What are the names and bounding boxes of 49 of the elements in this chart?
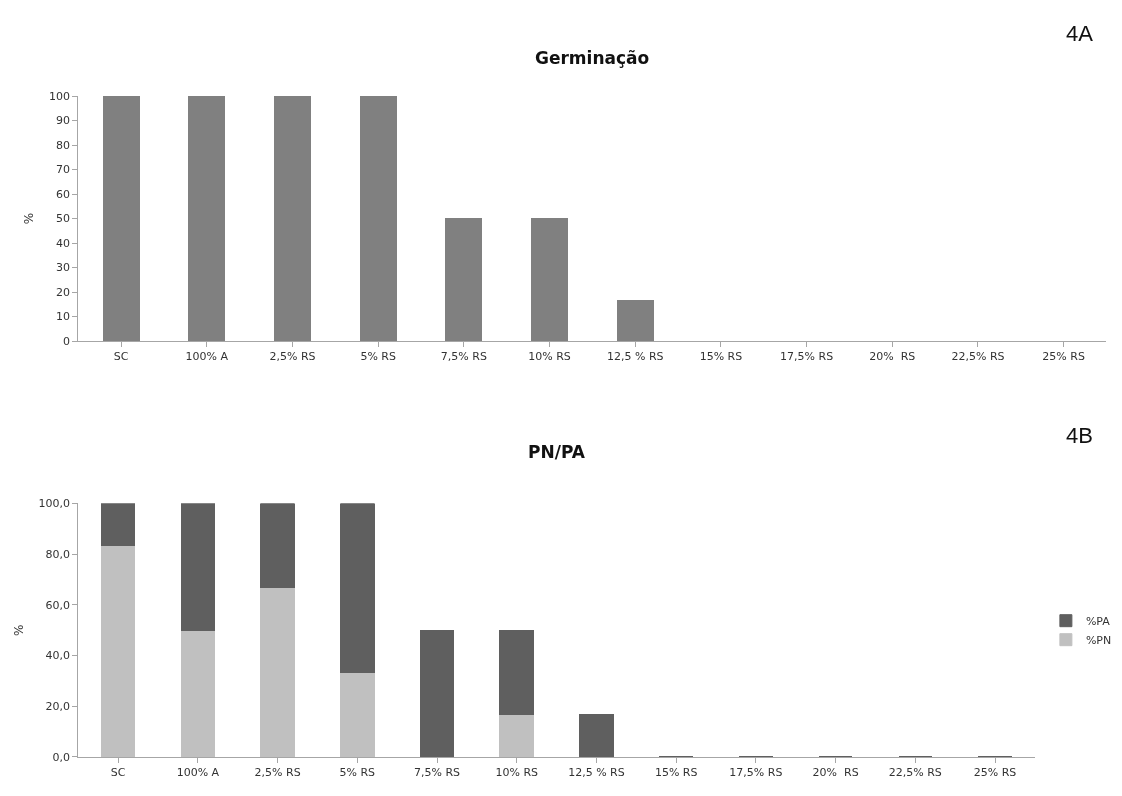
y-tick-label: 50 — [56, 212, 71, 226]
x-tick-label: 7,5% RS — [413, 766, 461, 780]
y-tick-label: 40,0 — [45, 649, 71, 663]
chart-title: Germinação — [535, 48, 650, 68]
x-tick-label: 7,5% RS — [440, 350, 487, 364]
x-tick-label: 25% RS — [973, 766, 1017, 780]
x-tick-label: 100% A — [176, 766, 220, 780]
y-tick-label: 20 — [56, 285, 71, 299]
y-tick-label: 60,0 — [45, 598, 71, 612]
x-tick-label: 12,5 % RS — [606, 350, 664, 364]
x-tick-label: 5% RS — [339, 766, 376, 780]
y-tick-label: 30 — [56, 261, 71, 275]
x-tick-label: 22,5% RS — [888, 766, 942, 780]
x-tick-label: 100% A — [185, 350, 229, 364]
y-tick-label: 10 — [56, 310, 71, 324]
x-tick-label: 10% RS — [528, 350, 571, 364]
y-tick-label: 40 — [56, 236, 71, 250]
x-tick-label: 22,5% RS — [951, 350, 1005, 364]
y-tick-label: 80,0 — [45, 547, 71, 561]
x-tick-label: 2,5% RS — [269, 350, 316, 364]
x-tick-label: 10% RS — [495, 766, 539, 780]
y-tick-label: 0 — [63, 334, 71, 348]
y-tick-label: 0,0 — [52, 750, 71, 764]
x-tick-label: 2,5% RS — [254, 766, 301, 780]
x-tick-label: 12,5 % RS — [568, 766, 625, 780]
x-tick-label: 20% RS — [812, 766, 859, 780]
text: 4A — [1066, 21, 1094, 46]
y-axis-title: % — [11, 624, 26, 636]
text: 4B — [1066, 423, 1093, 448]
x-tick-label: 25% RS — [1042, 350, 1085, 364]
x-tick-label: SC — [110, 766, 126, 780]
y-tick-label: 90 — [56, 114, 71, 128]
x-tick-label: 17,5% RS — [780, 350, 834, 364]
chart-title: PN/PA — [528, 442, 586, 462]
x-tick-label: 20% RS — [869, 350, 916, 364]
y-tick-label: 100,0 — [38, 497, 71, 511]
x-tick-label: 15% RS — [654, 766, 698, 780]
legend-label: %PN — [1085, 633, 1112, 647]
y-tick-label: 60 — [56, 187, 71, 201]
y-tick-label: 20,0 — [45, 700, 71, 714]
y-tick-label: 80 — [56, 138, 71, 152]
x-tick-label: 17,5% RS — [729, 766, 783, 780]
y-tick-label: 100 — [49, 89, 71, 103]
legend-label: %PA — [1085, 614, 1111, 628]
y-tick-label: 70 — [56, 163, 71, 177]
x-tick-label: SC — [113, 350, 129, 364]
x-tick-label: 15% RS — [699, 350, 743, 364]
y-axis-title: % — [22, 212, 37, 225]
x-tick-label: 5% RS — [360, 350, 397, 364]
